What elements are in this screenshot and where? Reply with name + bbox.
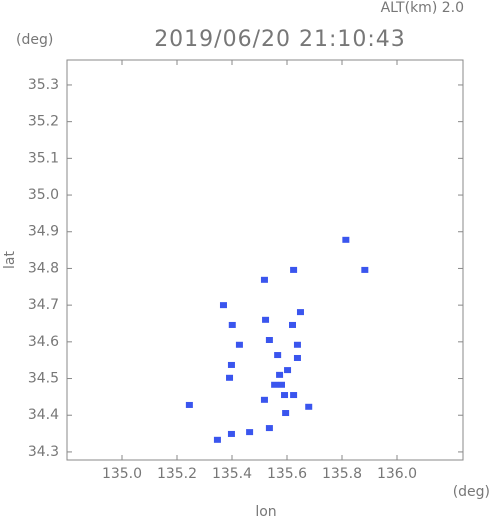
y-tick-label: 34.7 — [28, 297, 59, 313]
echo-cell — [361, 266, 369, 273]
echo-cell — [219, 302, 227, 309]
echo-cell — [293, 354, 301, 361]
y-axis-label: lat — [2, 251, 18, 269]
y-tick-label: 35.3 — [28, 77, 59, 93]
y-tick-label: 35.0 — [28, 187, 59, 203]
y-tick-label: 34.3 — [28, 444, 59, 460]
x-tick-label: 135.8 — [322, 466, 362, 482]
x-tick-label: 136.0 — [377, 466, 417, 482]
echo-cell — [305, 403, 313, 410]
x-axis-label: lon — [255, 504, 276, 520]
x-unit: (deg) — [453, 484, 490, 500]
echo-cell — [246, 429, 254, 436]
echo-cell — [260, 396, 268, 403]
x-tick-label: 135.0 — [102, 466, 142, 482]
echo-cell — [282, 410, 290, 417]
plot-frame — [66, 59, 464, 461]
echo-cell — [185, 401, 193, 408]
y-tick-label: 35.1 — [28, 150, 59, 166]
echo-cell — [235, 341, 243, 348]
x-tick-label: 135.2 — [157, 466, 197, 482]
echo-cell — [276, 371, 284, 378]
x-tick-label: 135.4 — [212, 466, 252, 482]
y-tick-label: 34.5 — [28, 371, 59, 387]
echo-cell — [342, 236, 350, 243]
echo-cell — [262, 316, 270, 323]
echo-cell — [274, 352, 282, 359]
y-tick-label: 34.9 — [28, 224, 59, 240]
echo-cell — [260, 276, 268, 283]
echo-cell — [265, 425, 273, 432]
echo-cell — [271, 381, 279, 388]
y-tick-label: 34.6 — [28, 334, 59, 350]
echo-cell — [227, 430, 235, 437]
y-unit: (deg) — [16, 32, 53, 48]
echo-cell — [293, 341, 301, 348]
echo-cell — [227, 361, 235, 368]
echo-cell — [296, 309, 304, 316]
echo-cell — [289, 321, 296, 328]
chart-title: 2019/06/20 21:10:43 — [154, 27, 406, 52]
echo-cell — [228, 321, 236, 328]
echo-cell — [281, 392, 289, 399]
y-tick-label: 34.4 — [28, 407, 59, 423]
echo-cell — [213, 436, 221, 443]
x-tick-label: 135.6 — [267, 466, 307, 482]
echo-cell — [290, 266, 298, 273]
echo-cell — [290, 392, 298, 399]
echo-cell — [226, 374, 234, 381]
echo-cell — [278, 381, 285, 388]
y-tick-label: 35.2 — [28, 114, 59, 130]
y-tick-label: 34.8 — [28, 260, 59, 276]
echo-cell — [284, 367, 292, 374]
echo-cell — [265, 337, 273, 343]
chart-subtitle: ALT(km) 2.0 — [381, 0, 464, 16]
